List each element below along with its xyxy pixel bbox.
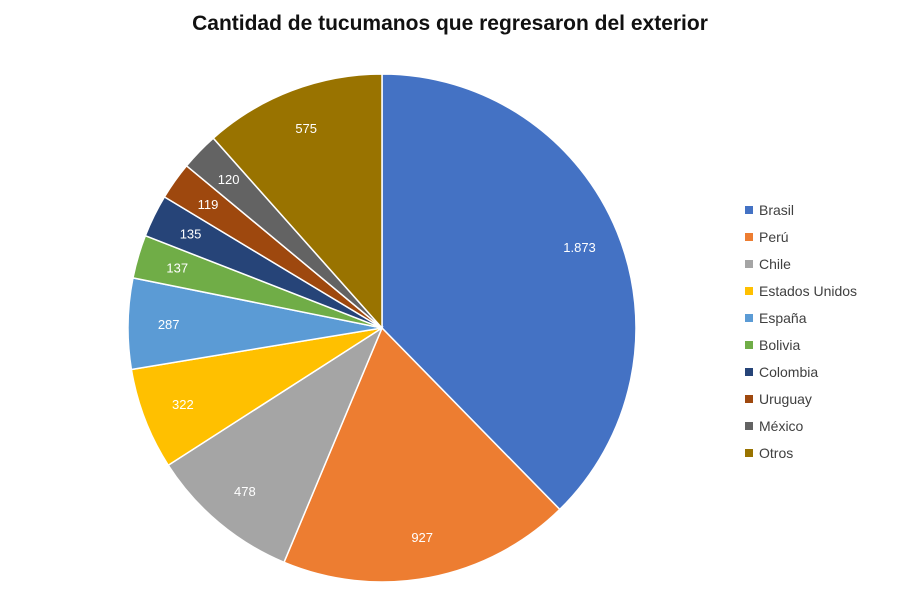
data-label-mexico: 120 [218, 172, 240, 187]
legend-item-brasil: Brasil [745, 196, 857, 223]
legend-label: Brasil [759, 201, 795, 218]
data-label-espana: 287 [158, 317, 180, 332]
legend-swatch [745, 259, 753, 268]
pie-slice-otros [212, 73, 383, 330]
legend-label: Bolivia [759, 336, 801, 353]
pie-slice-peru [283, 326, 561, 583]
data-label-brasil: 1.873 [563, 240, 596, 255]
legend-item-estados-unidos: Estados Unidos [745, 277, 857, 304]
legend-swatch [745, 421, 753, 430]
legend-item-espana: España [745, 304, 857, 331]
legend-item-mexico: México [745, 412, 857, 439]
legend-label: España [759, 309, 807, 326]
legend-item-otros: Otros [745, 439, 857, 466]
legend-label: Uruguay [759, 390, 812, 407]
legend-swatch [745, 313, 753, 322]
legend-item-uruguay: Uruguay [745, 385, 857, 412]
legend-swatch [745, 448, 753, 457]
legend-item-colombia: Colombia [745, 358, 857, 385]
legend-swatch [745, 367, 753, 376]
legend-label: Chile [759, 255, 791, 272]
legend-swatch [745, 286, 753, 295]
legend-item-peru: Perú [745, 223, 857, 250]
pie-slices [127, 73, 637, 583]
chart-title: Cantidad de tucumanos que regresaron del… [192, 12, 708, 35]
legend-label: Estados Unidos [759, 282, 858, 299]
data-label-chile: 478 [234, 484, 256, 499]
legend-label: México [759, 417, 804, 434]
legend-swatch [745, 394, 753, 403]
pie-slice-chile [167, 326, 384, 564]
legend-label: Perú [759, 228, 789, 245]
legend-swatch [745, 205, 753, 214]
data-label-estados-unidos: 322 [172, 397, 194, 412]
legend-label: Otros [759, 444, 794, 461]
legend-item-bolivia: Bolivia [745, 331, 857, 358]
legend-item-chile: Chile [745, 250, 857, 277]
data-label-peru: 927 [411, 530, 433, 545]
pie-value-labels: 1.873 927 478 322 287 137 135 119 120 575 [158, 121, 596, 545]
data-label-bolivia: 137 [166, 260, 188, 275]
data-label-otros: 575 [295, 121, 317, 136]
legend-swatch [745, 340, 753, 349]
pie-slice-brasil [381, 73, 637, 511]
legend-swatch [745, 232, 753, 241]
data-label-colombia: 135 [180, 226, 202, 241]
legend: Brasil Perú Chile Estados Unidos España Boliv… [745, 196, 857, 466]
legend-label: Colombia [759, 363, 819, 380]
data-label-uruguay: 119 [198, 197, 219, 212]
